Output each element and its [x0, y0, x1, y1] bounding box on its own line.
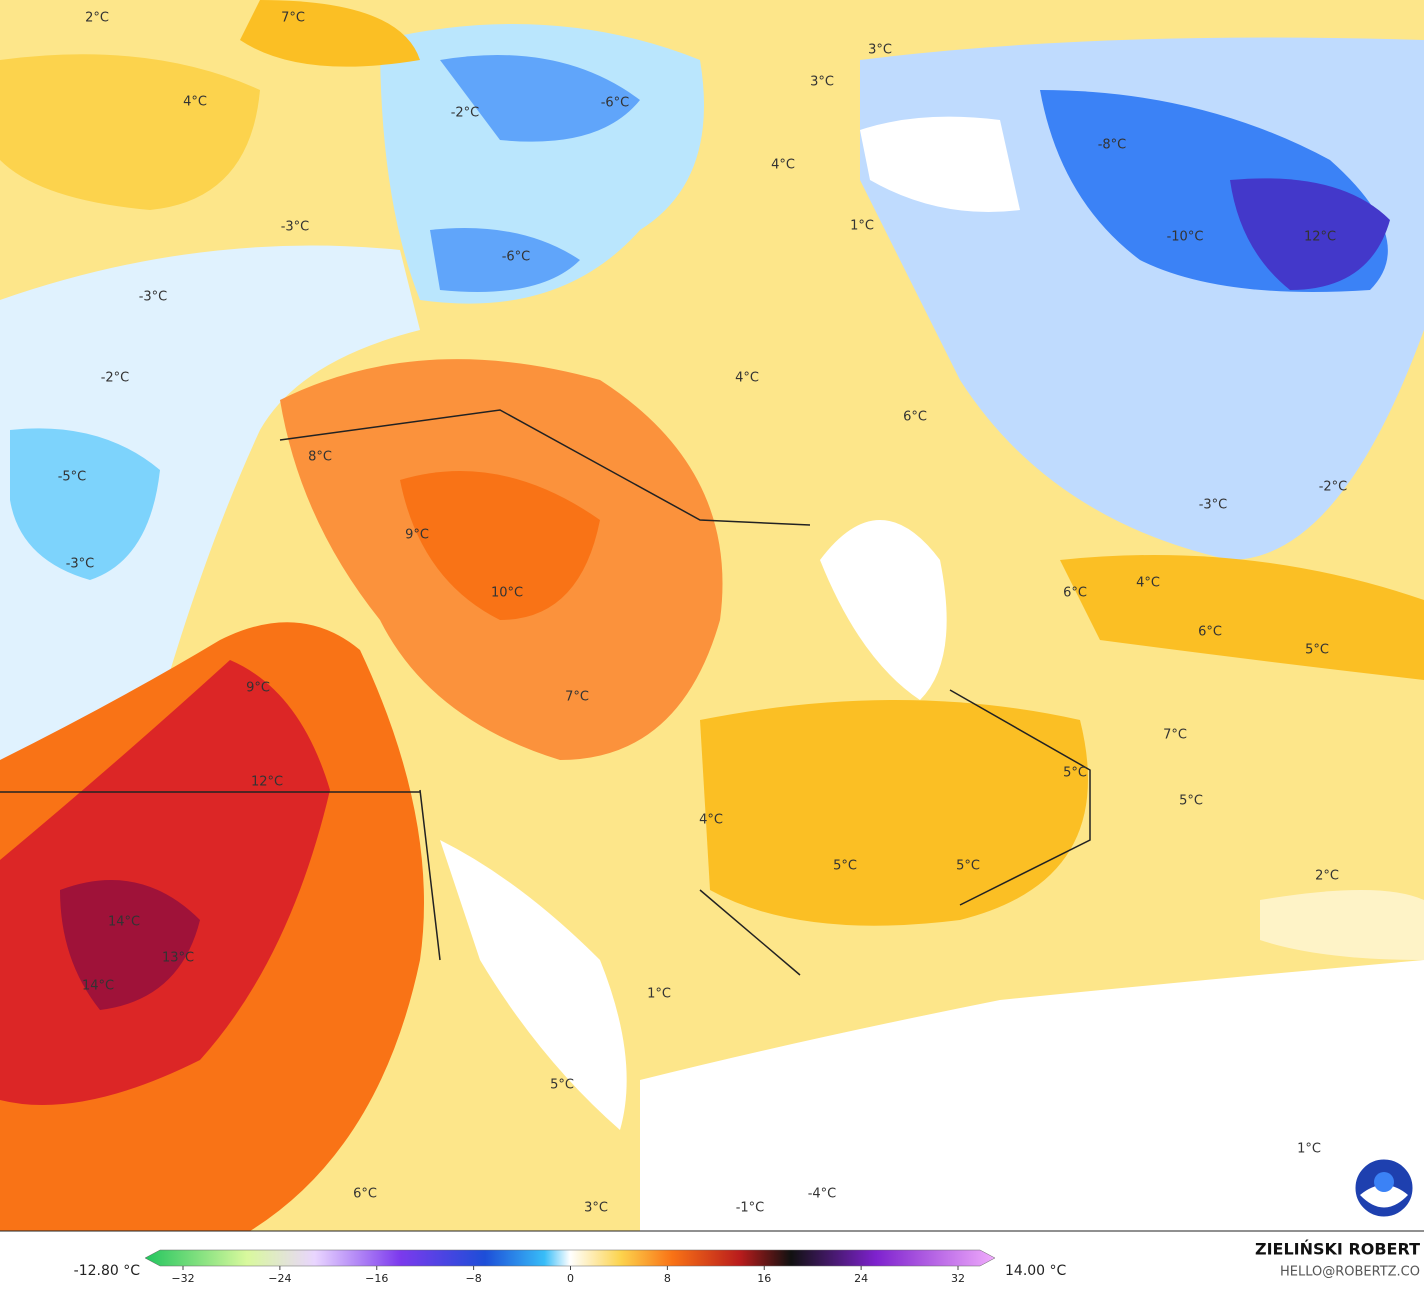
temperature-label: 5°C	[1179, 794, 1203, 809]
temperature-label: -1°C	[736, 1201, 765, 1216]
temperature-label: 14°C	[108, 915, 140, 930]
temperature-label: 6°C	[1198, 625, 1222, 640]
footer: -12.80 °C −32 −24 −16 −8 0 8 16 24 32 14.00 °C Z…	[74, 1240, 1420, 1286]
colorbar-tick-label: 24	[854, 1272, 868, 1285]
temperature-label: 6°C	[353, 1187, 377, 1202]
noaa-logo	[1352, 1156, 1416, 1220]
temperature-label: -2°C	[451, 106, 480, 121]
temperature-label: 4°C	[699, 813, 723, 828]
temperature-label: -4°C	[808, 1187, 837, 1202]
colorbar-tick-label: 8	[664, 1272, 671, 1285]
temperature-label: 1°C	[850, 219, 874, 234]
temperature-label: 1°C	[1297, 1142, 1321, 1157]
email: HELLO@ROBERTZ.CO	[1280, 1265, 1420, 1280]
map	[0, 0, 1424, 1232]
temperature-label: 7°C	[281, 11, 305, 26]
temperature-label: 5°C	[1063, 766, 1087, 781]
colorbar-tick-label: −8	[466, 1272, 482, 1285]
colorbar-tick-label: −16	[365, 1272, 388, 1285]
min-label: -12.80 °C	[74, 1263, 141, 1279]
temperature-label: -3°C	[139, 290, 168, 305]
temperature-label: 8°C	[308, 450, 332, 465]
author: ZIELIŃSKI ROBERT	[1255, 1240, 1420, 1259]
temperature-label: 3°C	[584, 1201, 608, 1216]
temperature-label: 14°C	[82, 979, 114, 994]
temperature-label: 9°C	[246, 681, 270, 696]
temperature-label: 2°C	[1315, 869, 1339, 884]
temperature-label: 10°C	[491, 586, 523, 601]
temperature-label: 5°C	[1305, 643, 1329, 658]
temperature-label: 3°C	[810, 75, 834, 90]
temperature-label: 9°C	[405, 528, 429, 543]
temperature-label: 12°C	[251, 775, 283, 790]
temperature-label: 7°C	[565, 690, 589, 705]
temperature-label: 13°C	[162, 951, 194, 966]
temperature-label: 4°C	[1136, 576, 1160, 591]
temperature-label: 6°C	[1063, 586, 1087, 601]
temperature-label: -5°C	[58, 470, 87, 485]
temperature-label: 5°C	[833, 859, 857, 874]
temperature-label: 7°C	[1163, 728, 1187, 743]
temperature-label: 6°C	[903, 410, 927, 425]
temperature-label: 3°C	[868, 43, 892, 58]
temperature-label: -3°C	[1199, 498, 1228, 513]
temperature-label: 12°C	[1304, 230, 1336, 245]
temperature-label: 4°C	[771, 158, 795, 173]
temperature-label: -8°C	[1098, 138, 1127, 153]
temperature-label: 4°C	[735, 371, 759, 386]
max-label: 14.00 °C	[1005, 1263, 1067, 1279]
colorbar	[144, 1249, 996, 1267]
temperature-label: -6°C	[502, 250, 531, 265]
temperature-label: 5°C	[956, 859, 980, 874]
temperature-label: 5°C	[550, 1078, 574, 1093]
colorbar-tick-label: −24	[268, 1272, 291, 1285]
colorbar-tick-label: −32	[171, 1272, 194, 1285]
colorbar-tick-label: 16	[757, 1272, 771, 1285]
temperature-label: -2°C	[101, 371, 130, 386]
temperature-label: -10°C	[1167, 230, 1204, 245]
colorbar-tick-label: 0	[567, 1272, 574, 1285]
temperature-label: 1°C	[647, 987, 671, 1002]
temperature-label: 4°C	[183, 95, 207, 110]
colorbar-tick-label: 32	[951, 1272, 965, 1285]
temperature-label: -3°C	[66, 557, 95, 572]
temperature-label: -2°C	[1319, 480, 1348, 495]
temperature-label: -3°C	[281, 220, 310, 235]
temperature-label: -6°C	[601, 96, 630, 111]
temperature-label: 2°C	[85, 11, 109, 26]
